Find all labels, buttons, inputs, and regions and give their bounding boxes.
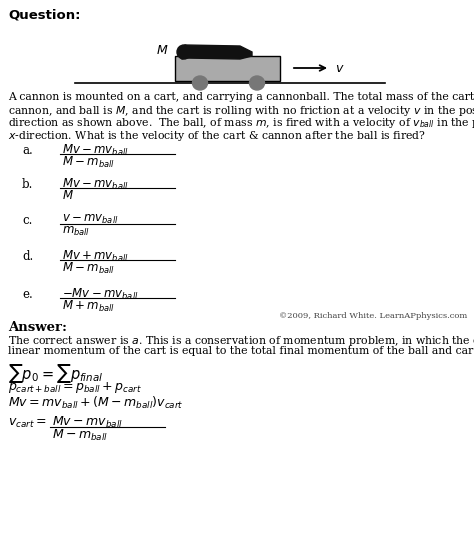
Ellipse shape <box>249 76 264 90</box>
Text: $M - m_{ball}$: $M - m_{ball}$ <box>62 155 115 170</box>
Text: A cannon is mounted on a cart, and carrying a cannonball. The total mass of the : A cannon is mounted on a cart, and carry… <box>8 92 474 102</box>
Text: $M + m_{ball}$: $M + m_{ball}$ <box>62 299 115 314</box>
Text: $Mv + mv_{ball}$: $Mv + mv_{ball}$ <box>62 249 129 264</box>
Text: linear momentum of the cart is equal to the total final momentum of the ball and: linear momentum of the cart is equal to … <box>8 346 474 356</box>
Text: e.: e. <box>22 288 33 301</box>
Ellipse shape <box>177 45 191 59</box>
Text: $p_{cart+ball} = p_{ball} + p_{cart}$: $p_{cart+ball} = p_{ball} + p_{cart}$ <box>8 380 142 395</box>
Text: $M$: $M$ <box>62 189 74 202</box>
Text: cannon, and ball is $M$, and the cart is rolling with no friction at a velocity : cannon, and ball is $M$, and the cart is… <box>8 104 474 118</box>
Text: $v - mv_{ball}$: $v - mv_{ball}$ <box>62 213 118 226</box>
Text: $v_{cart} =$: $v_{cart} =$ <box>8 417 46 430</box>
Polygon shape <box>178 45 252 59</box>
Text: Question:: Question: <box>8 9 81 22</box>
Text: $M$: $M$ <box>155 43 168 57</box>
Text: ©2009, Richard White. LearnAPphysics.com: ©2009, Richard White. LearnAPphysics.com <box>279 312 467 320</box>
Text: d.: d. <box>22 250 33 263</box>
Text: $Mv - mv_{ball}$: $Mv - mv_{ball}$ <box>62 177 129 192</box>
Text: $Mv - mv_{ball}$: $Mv - mv_{ball}$ <box>52 415 123 430</box>
Text: direction as shown above.  The ball, of mass $m$, is fired with a velocity of $v: direction as shown above. The ball, of m… <box>8 116 474 131</box>
Text: Answer:: Answer: <box>8 321 67 334</box>
Text: $m_{ball}$: $m_{ball}$ <box>62 225 90 238</box>
Text: The correct answer is $a$. This is a conservation of momentum problem, in which : The correct answer is $a$. This is a con… <box>8 334 474 348</box>
Text: $M - m_{ball}$: $M - m_{ball}$ <box>52 428 108 443</box>
Text: $\sum p_0 = \sum p_{final}$: $\sum p_0 = \sum p_{final}$ <box>8 362 103 385</box>
Bar <box>175 56 280 81</box>
Text: c.: c. <box>22 214 32 227</box>
Text: $-Mv - mv_{ball}$: $-Mv - mv_{ball}$ <box>62 287 138 302</box>
Text: $M - m_{ball}$: $M - m_{ball}$ <box>62 261 115 276</box>
Text: $Mv - mv_{ball}$: $Mv - mv_{ball}$ <box>62 143 129 158</box>
Text: $Mv = mv_{ball} + (M - m_{ball})v_{cart}$: $Mv = mv_{ball} + (M - m_{ball})v_{cart}… <box>8 395 183 411</box>
Ellipse shape <box>192 76 208 90</box>
Text: a.: a. <box>22 144 33 157</box>
Text: b.: b. <box>22 178 33 191</box>
Text: $x$-direction. What is the velocity of the cart & cannon after the ball is fired: $x$-direction. What is the velocity of t… <box>8 128 426 143</box>
Text: $v$: $v$ <box>335 61 345 75</box>
